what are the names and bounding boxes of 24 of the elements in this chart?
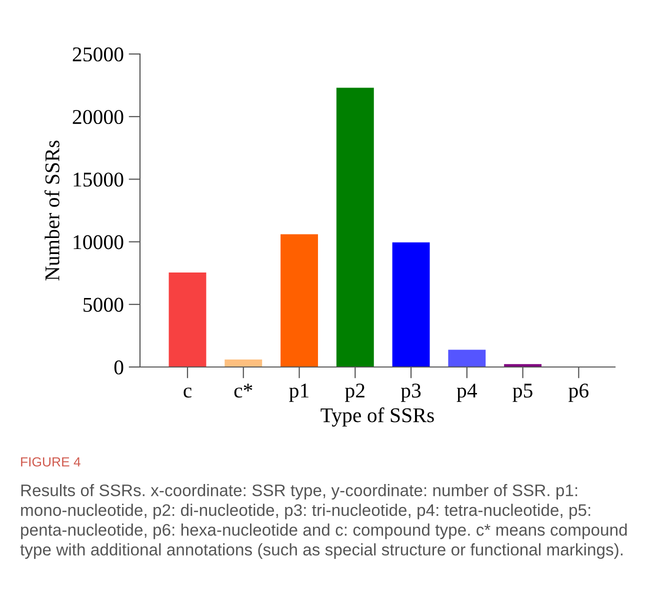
x-axis-title: Type of SSRs — [320, 407, 434, 427]
x-tick-label: p6 — [568, 384, 588, 402]
y-tick-label: 0 — [114, 360, 124, 374]
x-tick-label: p4 — [456, 384, 478, 402]
x-tick-label: c — [184, 388, 192, 398]
bar — [224, 359, 262, 367]
x-tick-label: p5 — [512, 384, 532, 402]
bar — [280, 234, 318, 367]
bar — [168, 272, 206, 367]
y-tick-label: 25000 — [72, 47, 124, 62]
x-tick-label: p1 — [289, 384, 308, 402]
x-tick-label: p3 — [400, 384, 421, 402]
y-tick-label: 5000 — [84, 298, 124, 312]
x-tick-label: p2 — [345, 384, 364, 402]
y-axis-title: Number of SSRs — [44, 140, 60, 281]
y-tick-label: 20000 — [72, 110, 124, 124]
x-tick-label: c* — [234, 384, 252, 398]
bar — [448, 350, 486, 367]
bar — [336, 88, 374, 367]
text: Results of SSRs. x-coordinate: SSR type, y-coordinate: number of SSR. p1: mono-nucleotide, p2: di-nucleotide, p3: tri-nucleotide, p4: tetra-nucleotide, p5: penta-nucleotide, p6: hexa-nucleotide and c: compound type. c* means compound type with additional annotations (such as special structure or functional markings). — [20, 484, 627, 559]
y-tick-label: 15000 — [74, 172, 124, 187]
caption: FIGURE 4 — [21, 457, 80, 467]
bar — [392, 242, 430, 367]
y-tick-label: 10000 — [74, 235, 124, 250]
